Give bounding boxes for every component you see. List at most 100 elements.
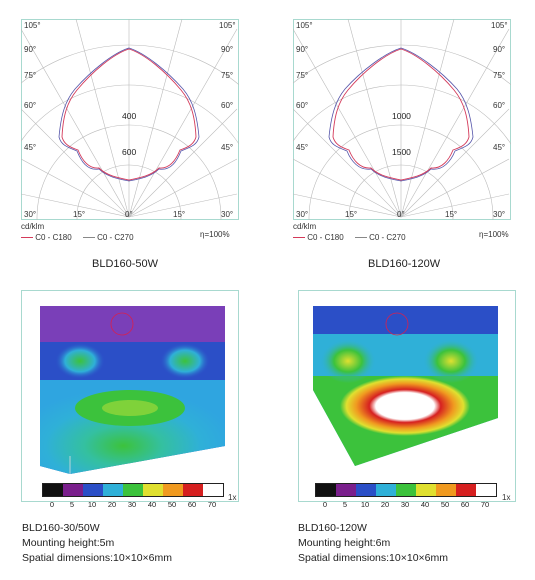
angle-label: 60°: [221, 101, 233, 110]
scale-swatch: [103, 484, 123, 496]
angle-label: 45°: [296, 143, 308, 152]
radial-label: 1500: [392, 147, 411, 157]
angle-label: 75°: [24, 71, 36, 80]
title-left: BLD160-50W: [92, 258, 158, 270]
scale-tick: 70: [475, 500, 495, 509]
unit-label-right: cd/klm: [293, 222, 316, 231]
scale-tick: 20: [102, 500, 122, 509]
colorscale-right: [315, 483, 497, 497]
mounting-height-left: Mounting height:5m: [22, 536, 172, 551]
angle-label: 105°: [24, 21, 41, 30]
scale-tick: 40: [415, 500, 435, 509]
scale-swatch: [436, 484, 456, 496]
scale-swatch: [123, 484, 143, 496]
colorscale-left: [42, 483, 224, 497]
scale-swatch: [356, 484, 376, 496]
legend-item: C0 - C270: [97, 233, 133, 242]
legend-right: C0 - C180 C0 - C270: [293, 233, 406, 242]
angle-label: 75°: [296, 71, 308, 80]
angle-label: 15°: [73, 210, 85, 219]
scale-tick: 70: [202, 500, 222, 509]
efficiency-right: η=100%: [479, 230, 509, 239]
scale-tick: 10: [355, 500, 375, 509]
scale-swatch: [203, 484, 223, 496]
angle-label: 90°: [24, 45, 36, 54]
scale-swatch: [163, 484, 183, 496]
angle-label: 30°: [221, 210, 233, 219]
polar-diagram-left: 105° 105° 90° 90° 75° 75° 60° 60° 45° 45…: [21, 19, 239, 220]
angle-label: 30°: [24, 210, 36, 219]
scale-ticks-left: 0 5 10 20 30 40 50 60 70: [42, 500, 222, 509]
angle-label: 0°: [125, 210, 133, 219]
scale-swatch: [396, 484, 416, 496]
angle-label: 75°: [493, 71, 505, 80]
model-right: BLD160-120W: [298, 521, 448, 536]
angle-label: 90°: [221, 45, 233, 54]
scale-tick: 5: [62, 500, 82, 509]
scale-swatch: [376, 484, 396, 496]
info-right: BLD160-120W Mounting height:6m Spatial d…: [298, 521, 448, 566]
legend-swatch-c270: [83, 237, 95, 238]
scale-swatch: [416, 484, 436, 496]
scale-swatch: [83, 484, 103, 496]
scale-tick: 30: [395, 500, 415, 509]
mounting-height-right: Mounting height:6m: [298, 536, 448, 551]
scale-swatch: [476, 484, 496, 496]
legend-swatch-c180: [21, 237, 33, 238]
spatial-dimensions-left: Spatial dimensions:10×10×6mm: [22, 551, 172, 566]
model-left: BLD160-30/50W: [22, 521, 172, 536]
illuminance-map-right: [313, 306, 498, 471]
radial-label: 400: [122, 111, 136, 121]
radial-label: 600: [122, 147, 136, 157]
scale-swatch: [336, 484, 356, 496]
scale-tick: 40: [142, 500, 162, 509]
title-right: BLD160-120W: [368, 258, 440, 270]
scale-swatch: [316, 484, 336, 496]
scale-tick: 50: [162, 500, 182, 509]
angle-label: 45°: [221, 143, 233, 152]
radial-label: 1000: [392, 111, 411, 121]
scale-unit-right: 1x: [502, 493, 510, 502]
scale-swatch: [63, 484, 83, 496]
legend-swatch-c270: [355, 237, 367, 238]
legend-item: C0 - C270: [369, 233, 405, 242]
scale-swatch: [456, 484, 476, 496]
legend-item: C0 - C180: [307, 233, 343, 242]
polar-diagram-right: 105° 105° 90° 90° 75° 75° 60° 60° 45° 45…: [293, 19, 511, 220]
angle-label: 90°: [296, 45, 308, 54]
scale-unit-left: 1x: [228, 493, 236, 502]
scale-tick: 10: [82, 500, 102, 509]
efficiency-left: η=100%: [200, 230, 230, 239]
scale-tick: 30: [122, 500, 142, 509]
legend-left: C0 - C180 C0 - C270: [21, 233, 134, 242]
angle-label: 90°: [493, 45, 505, 54]
angle-label: 45°: [493, 143, 505, 152]
angle-label: 0°: [397, 210, 405, 219]
angle-label: 15°: [173, 210, 185, 219]
legend-item: C0 - C180: [35, 233, 71, 242]
scale-swatch: [43, 484, 63, 496]
angle-label: 45°: [24, 143, 36, 152]
scale-tick: 0: [315, 500, 335, 509]
legend-swatch-c180: [293, 237, 305, 238]
scale-tick: 20: [375, 500, 395, 509]
angle-label: 105°: [219, 21, 236, 30]
angle-label: 30°: [296, 210, 308, 219]
angle-label: 75°: [221, 71, 233, 80]
angle-label: 60°: [296, 101, 308, 110]
angle-label: 15°: [345, 210, 357, 219]
scale-swatch: [143, 484, 163, 496]
unit-label-left: cd/klm: [21, 222, 44, 231]
scale-tick: 60: [455, 500, 475, 509]
angle-label: 60°: [24, 101, 36, 110]
angle-label: 30°: [493, 210, 505, 219]
scale-tick: 5: [335, 500, 355, 509]
spatial-dimensions-right: Spatial dimensions:10×10×6mm: [298, 551, 448, 566]
angle-label: 105°: [491, 21, 508, 30]
illuminance-map-left: [40, 306, 225, 476]
scale-tick: 60: [182, 500, 202, 509]
scale-swatch: [183, 484, 203, 496]
scale-ticks-right: 0 5 10 20 30 40 50 60 70: [315, 500, 495, 509]
info-left: BLD160-30/50W Mounting height:5m Spatial…: [22, 521, 172, 566]
angle-label: 15°: [445, 210, 457, 219]
